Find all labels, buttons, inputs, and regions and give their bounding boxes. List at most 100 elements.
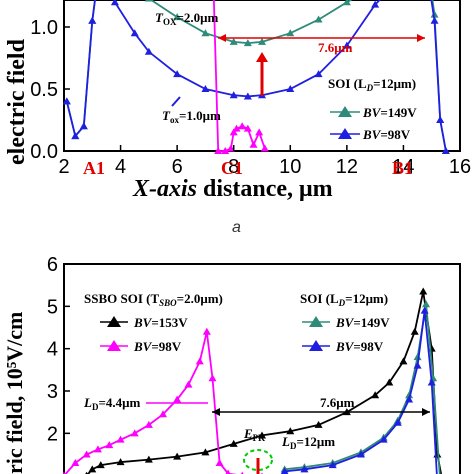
x-tick-label: 4 xyxy=(115,156,126,178)
series-3-point xyxy=(229,128,238,136)
span-arrowhead-left-b xyxy=(212,408,220,416)
series-1-point xyxy=(195,357,204,365)
series-1-point xyxy=(116,435,125,443)
series-3-point xyxy=(214,147,223,154)
series-0-point xyxy=(286,29,295,37)
series-1-point xyxy=(173,395,182,403)
series-0-point xyxy=(342,0,351,6)
series-0-point xyxy=(399,357,408,365)
y-tick-label: 1.0 xyxy=(30,17,58,39)
series-0-point xyxy=(173,452,182,460)
ld-right-label: LD=12μm xyxy=(281,434,335,451)
series-line-0 xyxy=(86,291,443,474)
series-3-point xyxy=(405,395,414,403)
legend-b-marker-149 xyxy=(309,316,323,327)
series-0-point xyxy=(144,455,153,463)
series-line-0 xyxy=(65,0,447,152)
panel-a: 0.0 0.5 1.0 2 4 6 8 10 12 14 16 electric field X-… xyxy=(4,0,471,202)
series-0-point xyxy=(430,10,439,18)
series-0-point xyxy=(144,0,153,2)
series-3-point xyxy=(260,144,269,152)
series-0-point xyxy=(173,13,182,21)
legend-a-title: SOI (LD=12μm) xyxy=(328,76,416,93)
ssbo-title: SSBO SOI (TSBO=2.0μm) xyxy=(84,291,223,308)
series-line-1 xyxy=(65,0,447,152)
series-3-point xyxy=(393,418,402,426)
series-3-point xyxy=(255,128,264,136)
series-3-point xyxy=(243,124,252,132)
series-1-point xyxy=(229,91,238,99)
y-tick-label: 5 xyxy=(47,296,58,318)
series-1-point xyxy=(71,132,80,140)
series-2-point xyxy=(413,353,422,361)
series-1-point xyxy=(314,70,323,78)
series-0-point xyxy=(201,29,210,37)
y-tick-label: 0.5 xyxy=(30,79,58,101)
series-1-point xyxy=(436,116,445,123)
panel-a-yticks: 0.0 0.5 1.0 xyxy=(30,17,70,163)
legend-b-label-149: BV=149V xyxy=(335,315,390,330)
legend-b-marker-153 xyxy=(107,316,121,327)
series-3-point xyxy=(413,361,422,369)
point-label-c1: C1 xyxy=(221,158,243,178)
legend-a-label-149: BV=149V xyxy=(362,105,417,120)
series-1-point xyxy=(215,458,224,466)
series-3-point xyxy=(249,140,258,148)
series-1-point xyxy=(371,0,380,8)
series-1-point xyxy=(184,380,193,388)
series-1-point xyxy=(62,97,71,105)
series-1-point xyxy=(130,29,139,37)
series-1-point xyxy=(130,429,139,437)
span-label-b: 7.6μm xyxy=(320,395,355,410)
series-1-point xyxy=(93,445,102,453)
legend-a-label-98: BV=98V xyxy=(362,127,411,142)
series-line-3 xyxy=(212,0,266,152)
span-label-a: 7.6μm xyxy=(318,40,353,55)
series-3-point xyxy=(427,378,436,386)
span-arrowhead-right-b xyxy=(422,408,430,416)
series-1-point xyxy=(105,441,114,449)
panel-a-xticks: 2 4 6 8 10 12 14 16 xyxy=(58,145,471,178)
legend-a-marker-149 xyxy=(338,106,352,117)
point-label-b1: B1 xyxy=(392,158,413,178)
series-2-point xyxy=(422,300,431,308)
x-tick-label: 12 xyxy=(336,156,358,178)
x-tick-label: 6 xyxy=(172,156,183,178)
panel-a-series xyxy=(62,0,450,154)
series-0-point xyxy=(258,431,266,439)
panel-b-frame xyxy=(63,263,461,474)
series-0-point xyxy=(229,439,238,447)
series-1-point xyxy=(71,458,80,466)
series-3-point xyxy=(357,450,365,458)
series-1-point xyxy=(144,47,153,55)
series-0-point xyxy=(419,287,428,295)
series-1-point xyxy=(286,85,295,92)
point-label-a1: A1 xyxy=(83,158,105,178)
legend-b-label-153: BV=153V xyxy=(133,315,188,330)
series-0-point xyxy=(410,327,419,335)
series-1-point xyxy=(342,41,351,49)
x-tick-label: 14 xyxy=(392,156,414,178)
series-3-point xyxy=(379,435,388,443)
tox-bottom-arrow xyxy=(171,96,181,107)
series-0-point xyxy=(229,37,238,45)
series-0-point xyxy=(286,427,295,435)
series-0-point xyxy=(243,39,252,47)
series-0-point xyxy=(88,465,97,473)
series-1-point xyxy=(159,410,167,418)
ld-left-label: LD=4.4μm xyxy=(83,395,140,412)
red-up-arrowhead-a xyxy=(256,52,268,62)
series-3-point xyxy=(300,465,309,473)
series-1-point xyxy=(82,450,91,458)
series-1-point xyxy=(79,122,88,130)
series-1-point xyxy=(243,92,252,100)
series-1-point xyxy=(173,70,182,78)
series-3-point xyxy=(226,144,235,152)
series-1-point xyxy=(110,0,119,6)
series-0-point xyxy=(96,461,105,469)
series-1-point xyxy=(201,85,210,92)
legend-b-marker-98b xyxy=(309,340,323,351)
series-3-point xyxy=(328,461,337,469)
x-tick-label: 16 xyxy=(449,156,471,178)
